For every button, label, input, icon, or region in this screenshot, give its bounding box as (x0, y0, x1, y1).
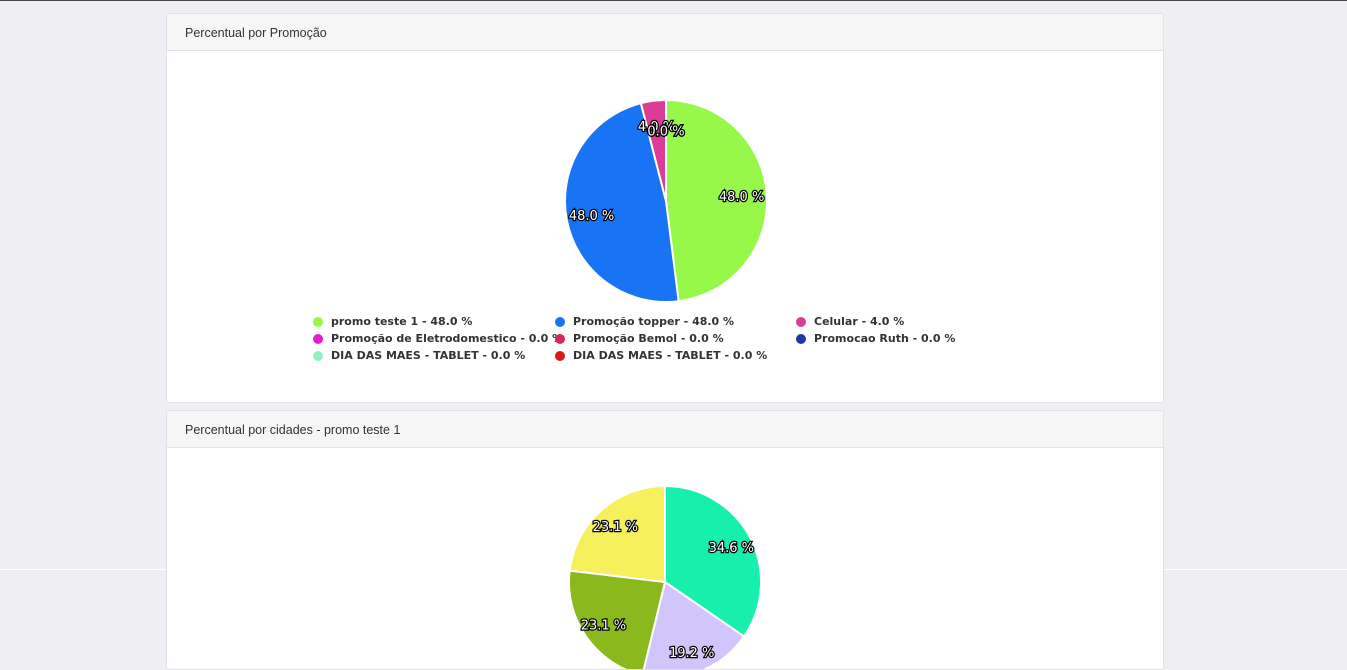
slice-label: 23.1 % (581, 619, 626, 634)
slice-label: 0.0 % (647, 124, 684, 139)
pie-slice (664, 484, 762, 638)
legend-item[interactable]: promo teste 1 - 48.0 % (313, 314, 555, 329)
legend-swatch (796, 333, 806, 344)
legend-swatch (313, 316, 323, 327)
legend-item[interactable]: Promoção topper - 48.0 % (555, 314, 796, 329)
legend-swatch (796, 316, 806, 327)
panel-percentual-promocao: Percentual por Promoção 48.0 % 48.0 % 4.0 … (166, 13, 1164, 403)
pie-slice (568, 569, 667, 669)
pie-chart-promocao: 48.0 %48.0 %4.0 %0.0 %0.0 %0.0 %0.0 %0.0… (564, 98, 768, 303)
slice-label: 0.0 % (647, 124, 684, 139)
chart-legend: promo teste 1 - 48.0 % Promoção topper - … (313, 314, 1033, 363)
slice-label: 34.6 % (709, 541, 754, 556)
legend-label: Promocao Ruth - 0.0 % (814, 332, 956, 345)
legend-item[interactable]: DIA DAS MAES - TABLET - 0.0 % (555, 348, 796, 363)
pie-slice (665, 98, 768, 303)
slice-label: 0.0 % (647, 124, 684, 139)
pie-slice (639, 98, 667, 202)
legend-label: DIA DAS MAES - TABLET - 0.0 % (573, 349, 768, 362)
legend-label: Celular - 4.0 % (814, 315, 905, 328)
legend-label: Promoção de Eletrodomestico - 0.0 % (331, 332, 564, 345)
legend-swatch (555, 333, 565, 344)
legend-item[interactable]: Celular - 4.0 % (796, 314, 1033, 329)
legend-label: promo teste 1 - 48.0 % (331, 315, 473, 328)
legend-label: Promoção Bemol - 0.0 % (573, 332, 724, 345)
legend-item[interactable]: Promoção de Eletrodomestico - 0.0 % (313, 331, 563, 346)
slice-label: 23.1 % (593, 520, 638, 535)
legend-label: DIA DAS MAES - TABLET - 0.0 % (331, 349, 526, 362)
panel-title: Percentual por Promoção (167, 14, 1163, 51)
slice-label: 48.0 % (569, 209, 614, 224)
legend-label: Promoção topper - 48.0 % (573, 315, 735, 328)
top-border (0, 0, 1347, 1)
legend-swatch (313, 350, 323, 361)
slice-label: 0.0 % (647, 124, 684, 139)
slice-label: 48.0 % (719, 190, 764, 205)
legend-item[interactable]: Promocao Ruth - 0.0 % (796, 331, 1033, 346)
pie-chart-cidades: 34.6 % 19.2 % 23.1 % 23.1 % (568, 484, 762, 669)
pie-slice (568, 484, 666, 584)
legend-swatch (555, 350, 565, 361)
pie-slice (564, 101, 680, 303)
slice-label: 0.0 % (647, 124, 684, 139)
legend-item[interactable]: DIA DAS MAES - TABLET - 0.0 % (313, 348, 555, 363)
legend-item[interactable]: Promoção Bemol - 0.0 % (555, 331, 796, 346)
pie-slice (642, 580, 746, 669)
slice-label: 4.0 % (638, 120, 675, 135)
panel-percentual-cidades: Percentual por cidades - promo teste 1 3… (166, 410, 1164, 670)
slice-label: 19.2 % (669, 646, 714, 661)
panel-title: Percentual por cidades - promo teste 1 (167, 411, 1163, 448)
legend-swatch (555, 316, 565, 327)
legend-swatch (313, 333, 323, 344)
